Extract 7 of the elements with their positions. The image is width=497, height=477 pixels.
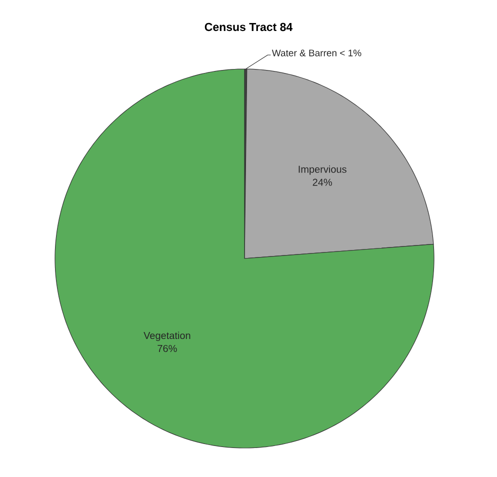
slice-label: Vegetation (144, 332, 190, 342)
data-label: 24% (312, 178, 332, 186)
slice-label: Water & Barren (272, 50, 336, 56)
data-label: < 1% (340, 50, 362, 56)
slice-label: Impervious (298, 165, 346, 175)
chart-title: Census Tract 84 (204, 22, 293, 32)
data-label: 76% (158, 344, 177, 352)
